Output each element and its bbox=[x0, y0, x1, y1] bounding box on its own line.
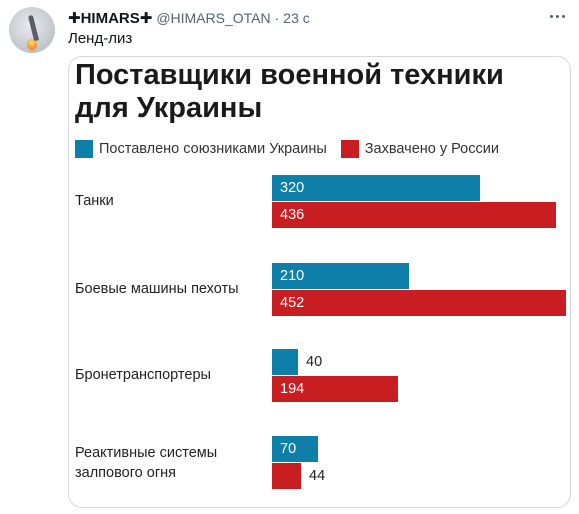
media-card[interactable]: Поставщики военной техники для Украины П… bbox=[68, 56, 571, 508]
category-label: Боевые машины пехоты bbox=[75, 281, 239, 297]
bar-captured bbox=[272, 376, 398, 402]
bar-supplied bbox=[272, 349, 298, 375]
category-label: Бронетранспортеры bbox=[75, 367, 211, 383]
bar-supplied bbox=[272, 175, 480, 201]
tweet-header: ✚HIMARS✚ @HIMARS_OTAN · 23 с bbox=[68, 8, 310, 28]
data-label: 40 bbox=[306, 354, 323, 370]
bar-captured bbox=[272, 463, 301, 489]
separator-dot: · bbox=[274, 10, 280, 26]
more-dots-icon[interactable] bbox=[547, 10, 567, 24]
data-label: 436 bbox=[280, 207, 305, 223]
data-label: 452 bbox=[280, 295, 305, 311]
avatar[interactable] bbox=[9, 7, 55, 53]
user-handle[interactable]: @HIMARS_OTAN bbox=[156, 10, 271, 26]
legend-swatch-supplied bbox=[75, 140, 93, 158]
legend-label-supplied: Поставлено союзниками Украины bbox=[99, 141, 327, 157]
rocket-launch-icon bbox=[27, 14, 40, 42]
bar-supplied bbox=[272, 436, 318, 462]
data-label: 194 bbox=[280, 381, 305, 397]
chart-title: Поставщики военной техники для Украины bbox=[75, 59, 504, 124]
data-label: 70 bbox=[280, 441, 297, 457]
data-label: 210 bbox=[280, 268, 305, 284]
tweet-text: Ленд-лиз bbox=[68, 30, 133, 47]
bar-captured bbox=[272, 202, 556, 228]
display-name[interactable]: ✚HIMARS✚ bbox=[68, 10, 153, 27]
category-label: Танки bbox=[75, 193, 114, 209]
data-label: 320 bbox=[280, 180, 305, 196]
data-label: 44 bbox=[309, 468, 326, 484]
chart-legend: Поставлено союзниками Украины Захвачено … bbox=[75, 139, 499, 159]
legend-item-supplied: Поставлено союзниками Украины bbox=[75, 140, 327, 158]
legend-swatch-captured bbox=[340, 140, 359, 158]
legend-label-captured: Захвачено у России bbox=[364, 141, 499, 157]
bar-captured bbox=[272, 290, 566, 316]
legend-item-captured: Захвачено у России bbox=[340, 140, 499, 158]
category-label: Реактивные системы залпового огня bbox=[75, 445, 218, 481]
tweet-time[interactable]: 23 с bbox=[283, 10, 310, 26]
bar-supplied bbox=[272, 263, 409, 289]
